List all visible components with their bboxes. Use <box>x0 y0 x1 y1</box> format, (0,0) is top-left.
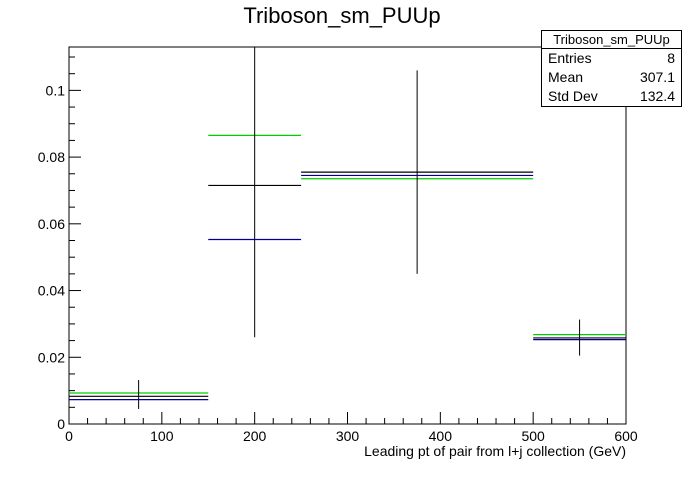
y-tick-label: 0.02 <box>38 349 65 365</box>
x-tick-label: 300 <box>336 428 360 444</box>
stats-mean-row: Mean 307.1 <box>542 68 681 87</box>
stats-entries-row: Entries 8 <box>542 49 681 68</box>
stats-stddev-label: Std Dev <box>548 88 598 104</box>
x-tick-label: 100 <box>150 428 174 444</box>
y-tick-label: 0.04 <box>38 283 65 299</box>
x-tick-label: 200 <box>243 428 267 444</box>
stats-mean-label: Mean <box>548 69 584 85</box>
x-tick-label: 500 <box>521 428 545 444</box>
stats-entries-value: 8 <box>667 50 675 66</box>
y-tick-label: 0 <box>57 416 65 432</box>
x-axis: 0 100 200 300 400 500 600 <box>65 412 638 444</box>
stats-title: Triboson_sm_PUUp <box>542 31 681 49</box>
x-tick-label: 400 <box>429 428 453 444</box>
stats-stddev-row: Std Dev 132.4 <box>542 87 681 106</box>
stats-box: Triboson_sm_PUUp Entries 8 Mean 307.1 St… <box>541 30 682 107</box>
chart-title: Triboson_sm_PUUp <box>243 3 440 28</box>
x-tick-label: 0 <box>65 428 73 444</box>
x-tick-label: 600 <box>614 428 638 444</box>
stats-mean-value: 307.1 <box>639 69 675 85</box>
y-axis: 0 0.02 0.04 0.06 0.08 0.1 <box>38 56 81 432</box>
y-tick-label: 0.06 <box>38 216 65 232</box>
stats-entries-label: Entries <box>548 50 592 66</box>
y-tick-label: 0.1 <box>46 82 66 98</box>
x-axis-label: Leading pt of pair from l+j collection (… <box>364 443 626 459</box>
y-tick-label: 0.08 <box>38 149 65 165</box>
series-layer <box>69 47 626 409</box>
stats-stddev-value: 132.4 <box>639 88 675 104</box>
